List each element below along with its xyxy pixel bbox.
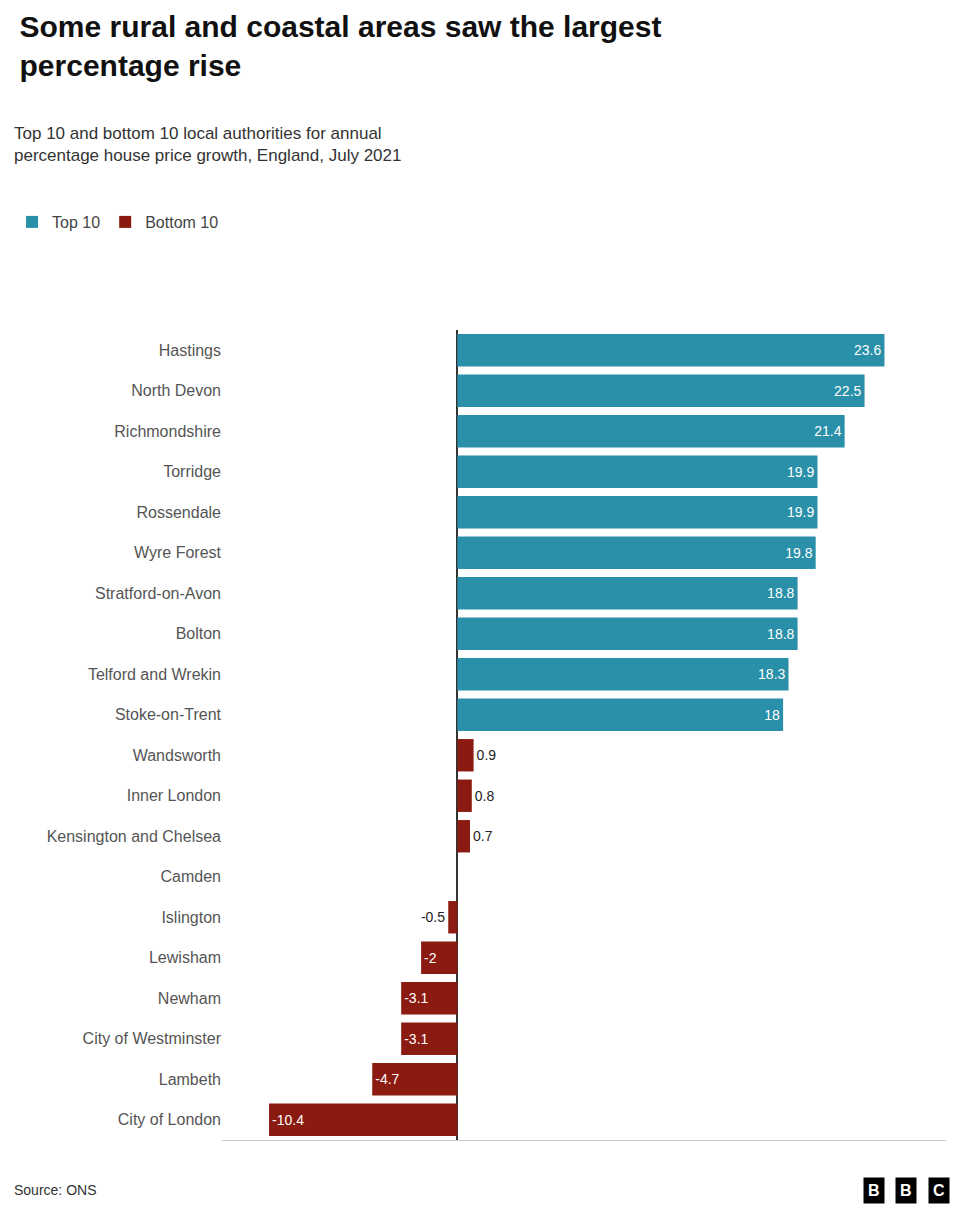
svg-text:Rossendale: Rossendale (137, 504, 222, 521)
svg-text:Islington: Islington (161, 909, 221, 926)
svg-text:19.8: 19.8 (785, 545, 812, 561)
svg-text:Top 10 and bottom 10 local aut: Top 10 and bottom 10 local authorities f… (14, 124, 401, 165)
svg-text:Lewisham: Lewisham (149, 949, 221, 966)
svg-text:Stoke-on-Trent: Stoke-on-Trent (115, 706, 222, 723)
svg-text:-3.1: -3.1 (404, 1031, 428, 1047)
svg-text:21.4: 21.4 (814, 423, 841, 439)
svg-text:0.7: 0.7 (473, 828, 493, 844)
svg-text:18: 18 (764, 707, 780, 723)
svg-text:City of London: City of London (118, 1111, 221, 1128)
svg-text:18.8: 18.8 (767, 585, 794, 601)
svg-text:Hastings: Hastings (159, 342, 221, 359)
svg-text:19.9: 19.9 (787, 504, 814, 520)
svg-text:Camden: Camden (161, 868, 221, 885)
svg-text:B: B (868, 1182, 880, 1199)
svg-text:-3.1: -3.1 (404, 990, 428, 1006)
svg-text:C: C (933, 1182, 945, 1199)
svg-text:18.3: 18.3 (758, 666, 785, 682)
svg-text:0.9: 0.9 (477, 747, 497, 763)
svg-text:Top 10: Top 10 (52, 214, 100, 231)
svg-text:Telford and Wrekin: Telford and Wrekin (88, 666, 221, 683)
svg-text:Lambeth: Lambeth (159, 1071, 221, 1088)
svg-text:City of Westminster: City of Westminster (83, 1030, 222, 1047)
svg-text:Bottom 10: Bottom 10 (145, 214, 218, 231)
svg-text:23.6: 23.6 (854, 342, 881, 358)
svg-text:Kensington and Chelsea: Kensington and Chelsea (47, 828, 221, 845)
svg-text:-10.4: -10.4 (272, 1112, 304, 1128)
svg-text:Newham: Newham (158, 990, 221, 1007)
svg-text:Bolton: Bolton (176, 625, 221, 642)
svg-text:19.9: 19.9 (787, 464, 814, 480)
svg-text:0.8: 0.8 (475, 788, 495, 804)
svg-text:B: B (900, 1182, 912, 1199)
svg-text:-2: -2 (424, 950, 437, 966)
svg-text:Source: ONS: Source: ONS (14, 1182, 96, 1198)
svg-text:Richmondshire: Richmondshire (114, 423, 221, 440)
svg-text:22.5: 22.5 (834, 383, 861, 399)
svg-text:Inner London: Inner London (127, 787, 221, 804)
svg-text:North Devon: North Devon (131, 382, 221, 399)
svg-text:Wandsworth: Wandsworth (133, 747, 221, 764)
svg-text:-0.5: -0.5 (421, 909, 445, 925)
svg-text:Stratford-on-Avon: Stratford-on-Avon (95, 585, 221, 602)
svg-text:Torridge: Torridge (163, 463, 221, 480)
svg-text:18.8: 18.8 (767, 626, 794, 642)
svg-text:Wyre Forest: Wyre Forest (134, 544, 222, 561)
svg-text:-4.7: -4.7 (375, 1071, 399, 1087)
svg-text:Some rural and coastal areas s: Some rural and coastal areas saw the lar… (20, 10, 662, 82)
